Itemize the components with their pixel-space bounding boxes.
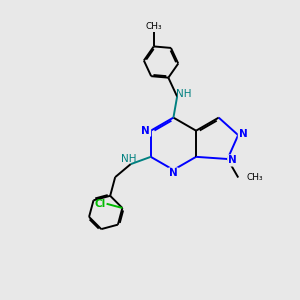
Text: CH₃: CH₃	[247, 173, 263, 182]
Text: N: N	[141, 126, 150, 136]
Text: N: N	[169, 169, 178, 178]
Text: NH: NH	[176, 89, 191, 99]
Text: CH₃: CH₃	[146, 22, 162, 31]
Text: NH: NH	[122, 154, 137, 164]
Text: N: N	[239, 129, 248, 139]
Text: N: N	[228, 155, 237, 166]
Text: Cl: Cl	[94, 199, 106, 209]
